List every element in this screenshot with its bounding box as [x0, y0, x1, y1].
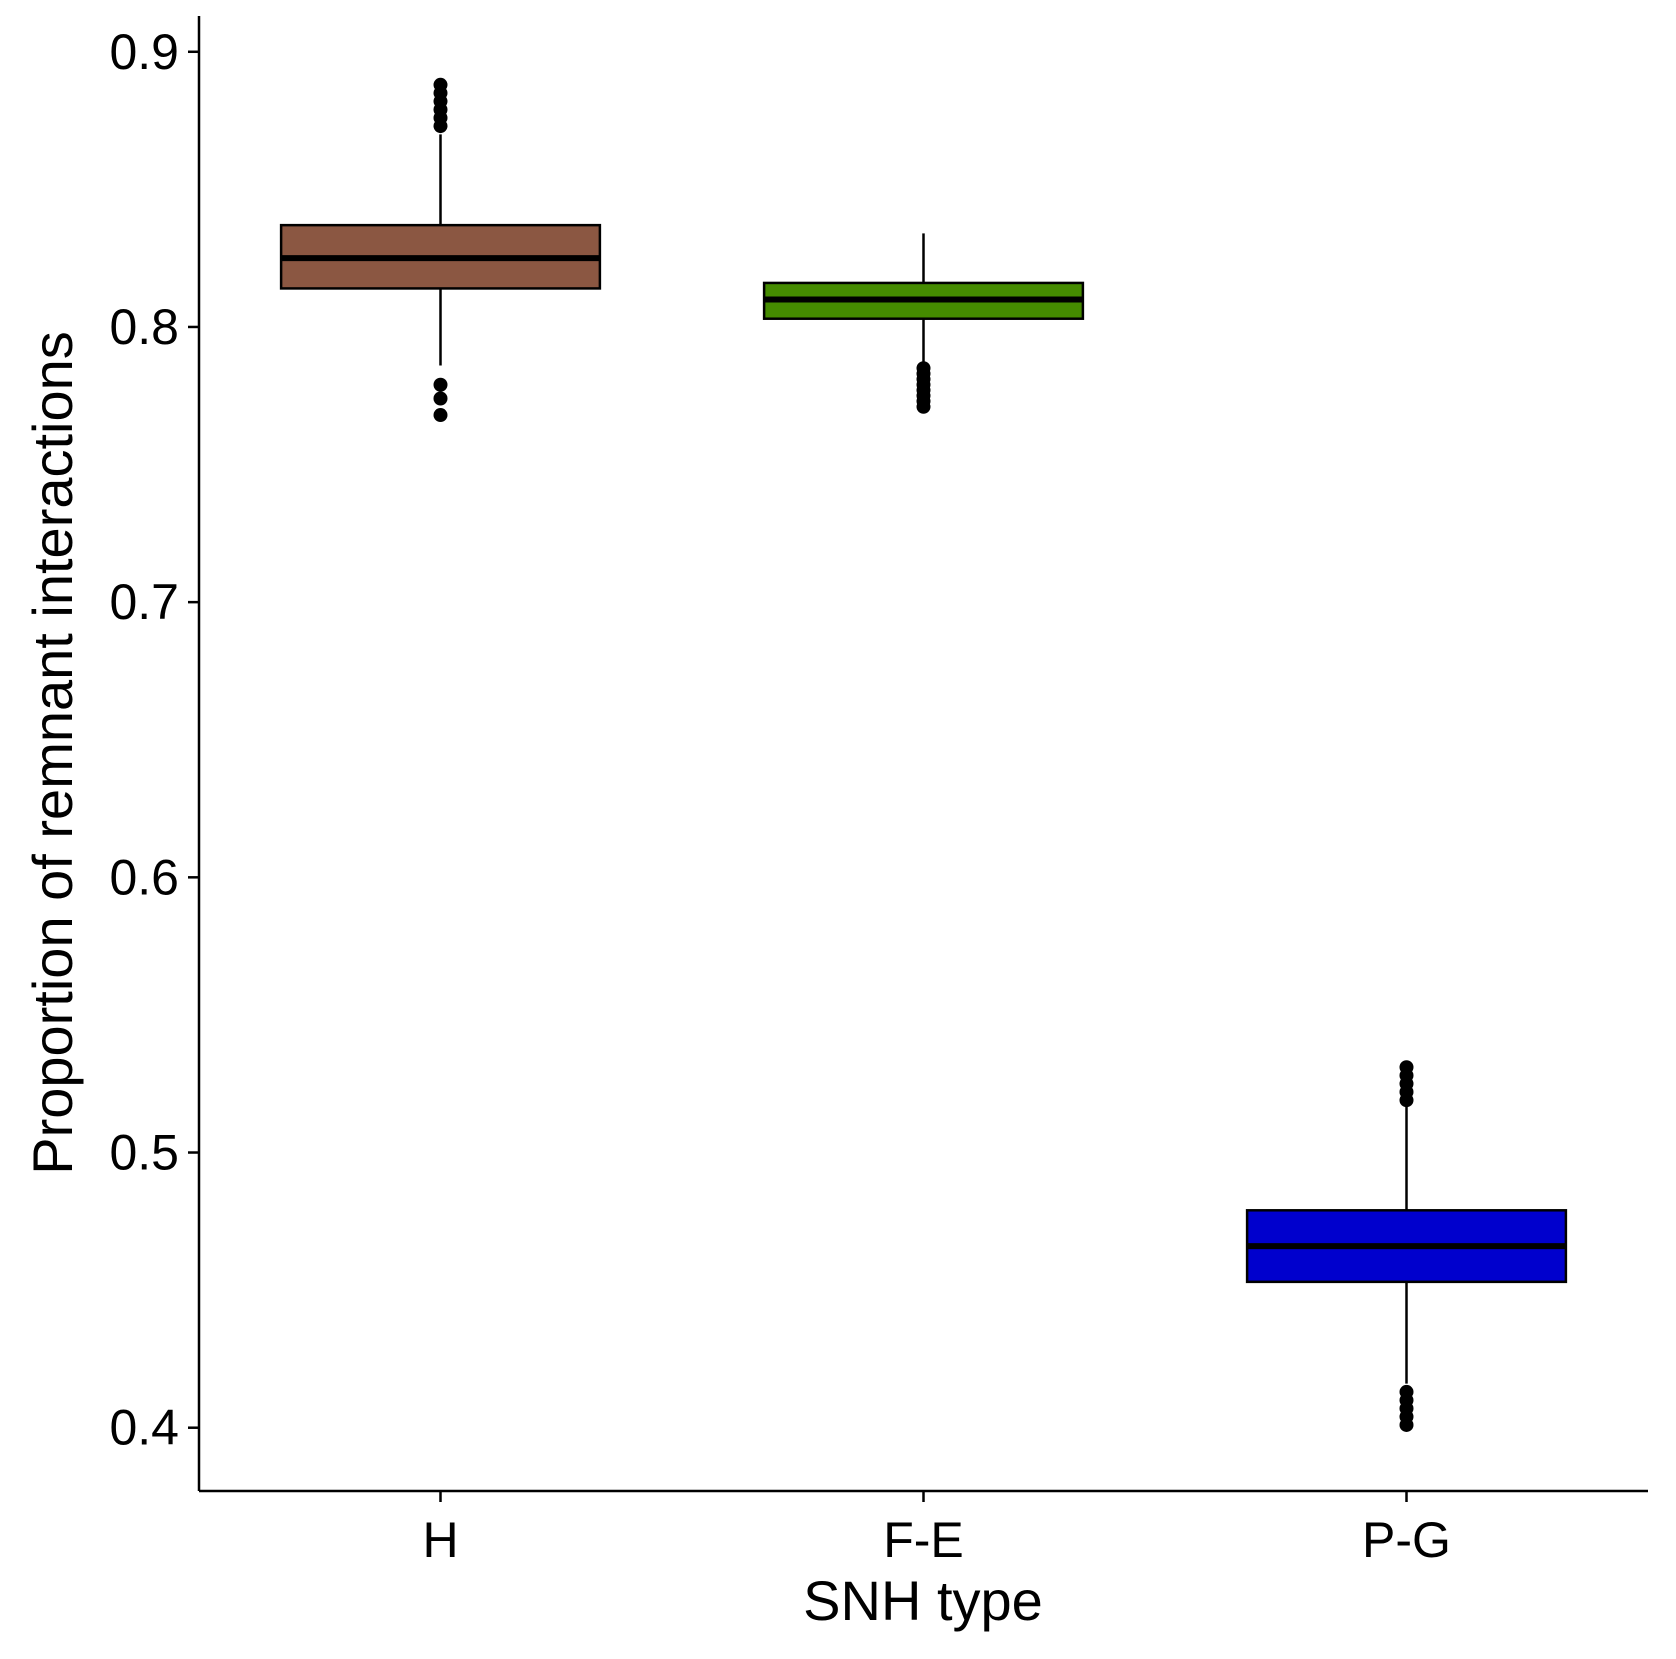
x-tick-label: H — [422, 1512, 458, 1568]
y-axis: 0.4 0.5 0.6 0.7 0.8 0.9 — [109, 24, 199, 1456]
box-group-f-e — [762, 233, 1085, 414]
y-tick-label: 0.8 — [109, 299, 179, 355]
x-axis: H F-E P-G — [422, 1491, 1451, 1568]
plot-area — [279, 77, 1568, 1432]
y-axis-title: Proportion of remnant interactions — [21, 331, 84, 1175]
y-tick-label: 0.5 — [109, 1125, 179, 1181]
outlier-point — [433, 391, 448, 406]
outlier-point — [433, 77, 448, 92]
outlier-point — [1399, 1384, 1414, 1399]
y-tick-label: 0.4 — [109, 1400, 179, 1456]
box-group-h — [279, 77, 602, 423]
x-tick-label: P-G — [1362, 1512, 1451, 1568]
y-tick-label: 0.9 — [109, 24, 179, 80]
outlier-point — [433, 408, 448, 423]
outlier-point — [433, 377, 448, 392]
box-group-p-g — [1245, 1060, 1568, 1432]
y-tick-label: 0.7 — [109, 574, 179, 630]
x-tick-label: F-E — [883, 1512, 964, 1568]
outlier-point — [916, 361, 931, 376]
outlier-point — [1399, 1060, 1414, 1075]
y-tick-label: 0.6 — [109, 849, 179, 905]
x-axis-title: SNH type — [803, 1569, 1043, 1632]
